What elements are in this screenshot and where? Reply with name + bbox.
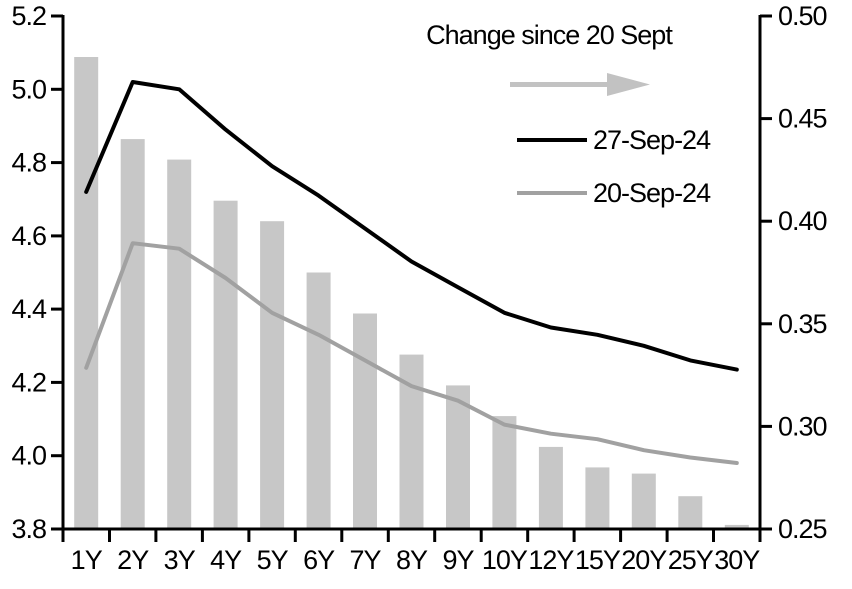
bar-25Y xyxy=(678,496,703,529)
change-arrow-icon xyxy=(510,73,650,96)
x-tick-label: 9Y xyxy=(442,545,474,575)
x-tick-label: 15Y xyxy=(575,545,621,575)
x-tick-label: 20Y xyxy=(621,545,667,575)
bar-10Y xyxy=(492,416,517,529)
bar-6Y xyxy=(306,272,331,529)
x-tick-label: 2Y xyxy=(117,545,149,575)
x-tick-label: 30Y xyxy=(714,545,760,575)
bar-9Y xyxy=(446,385,470,529)
bar-20Y xyxy=(631,473,656,529)
left-tick-label: 4.4 xyxy=(11,294,47,324)
line-swatch-27-sep xyxy=(517,138,587,142)
bar-4Y xyxy=(213,200,238,529)
left-tick-label: 4.2 xyxy=(11,367,46,397)
left-tick-label: 3.8 xyxy=(11,514,46,544)
bar-2Y xyxy=(120,139,145,529)
bar-7Y xyxy=(353,313,377,529)
x-tick-label: 3Y xyxy=(164,545,196,575)
line-20-Sep-24 xyxy=(84,241,739,465)
right-tick-label: 0.45 xyxy=(778,104,827,134)
x-axis: 1Y 2Y 3Y 4Y 5Y 6Y 7Y 8Y 9Y 10Y 12Y 15Y 20Y 25Y 30Y xyxy=(61,529,762,575)
bar-5Y xyxy=(260,221,285,529)
left-tick-label: 5.0 xyxy=(11,74,46,104)
legend-change-title: Change since 20 Sept xyxy=(426,20,673,50)
left-tick-label: 4.0 xyxy=(11,441,46,471)
bar-3Y xyxy=(167,159,192,529)
x-tick-label: 6Y xyxy=(303,545,335,575)
bar-15Y xyxy=(585,467,610,529)
right-tick-label: 0.40 xyxy=(778,206,827,236)
x-tick-label: 25Y xyxy=(668,545,714,575)
right-axis: 0.50 0.45 0.40 0.35 0.30 0.25 xyxy=(760,1,828,544)
right-tick-label: 0.30 xyxy=(778,411,827,441)
x-tick-label: 7Y xyxy=(349,545,381,575)
bar-12Y xyxy=(538,446,563,529)
right-tick-label: 0.25 xyxy=(778,514,827,544)
legend-entry-27-sep: 27-Sep-24 xyxy=(517,125,711,155)
x-tick-label: 1Y xyxy=(71,545,103,575)
left-tick-label: 4.8 xyxy=(11,148,46,178)
line-27-Sep-24 xyxy=(84,80,739,372)
legend-label-20-sep: 20-Sep-24 xyxy=(593,178,711,208)
right-tick-label: 0.50 xyxy=(778,1,827,31)
bar-30Y xyxy=(724,524,749,529)
right-tick-label: 0.35 xyxy=(778,309,827,339)
bar-1Y xyxy=(74,57,99,529)
x-tick-label: 8Y xyxy=(396,545,428,575)
left-tick-label: 5.2 xyxy=(11,1,46,31)
x-tick-label: 10Y xyxy=(482,545,528,575)
axis-spines xyxy=(61,15,762,531)
legend-entry-20-sep: 20-Sep-24 xyxy=(517,178,711,208)
x-tick-label: 5Y xyxy=(257,545,289,575)
left-axis: 5.2 5.0 4.8 4.6 4.4 4.2 4.0 3.8 xyxy=(11,1,63,544)
line-swatch-20-sep xyxy=(517,191,587,195)
x-tick-label: 12Y xyxy=(528,545,574,575)
legend-label-27-sep: 27-Sep-24 xyxy=(593,125,711,155)
x-tick-label: 4Y xyxy=(210,545,242,575)
left-tick-label: 4.6 xyxy=(11,221,46,251)
